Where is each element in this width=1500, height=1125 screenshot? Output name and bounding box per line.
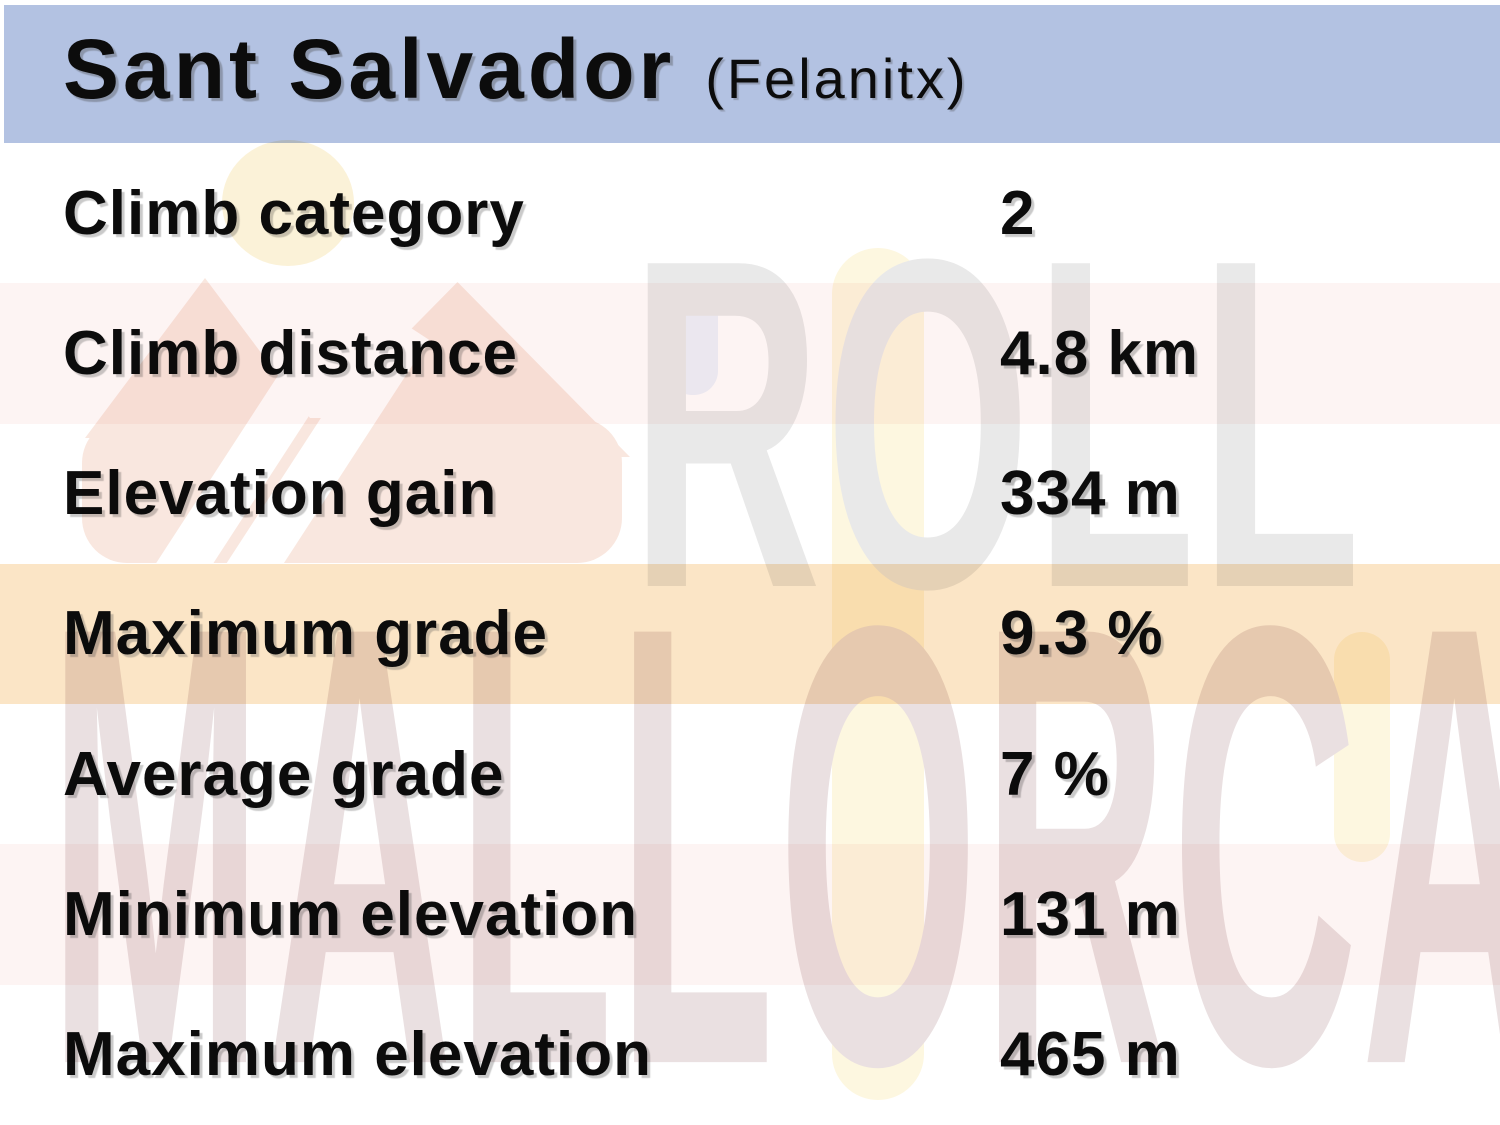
row-value: 131 m xyxy=(1000,880,1181,950)
stats-table: Climb category 2 Climb distance 4.8 km E… xyxy=(0,143,1500,1125)
table-row-highlighted: Maximum grade 9.3 % xyxy=(0,563,1500,705)
row-value: 4.8 km xyxy=(1000,318,1200,388)
row-value: 7 % xyxy=(1000,739,1110,809)
page-title: Sant Salvador xyxy=(63,21,676,116)
row-label: Average grade xyxy=(63,739,505,809)
table-row: Climb distance 4.8 km xyxy=(0,283,1500,424)
row-value: 2 xyxy=(1000,178,1036,248)
table-row: Maximum elevation 465 m xyxy=(0,985,1500,1125)
table-row: Average grade 7 % xyxy=(0,704,1500,844)
table-row: Climb category 2 xyxy=(0,143,1500,283)
table-row: Minimum elevation 131 m xyxy=(0,844,1500,985)
table-row: Elevation gain 334 m xyxy=(0,424,1500,564)
row-value: 334 m xyxy=(1000,459,1181,529)
row-label: Climb category xyxy=(63,178,525,248)
row-value: 9.3 % xyxy=(1000,599,1164,669)
header-title-group: Sant Salvador (Felanitx) xyxy=(63,21,969,128)
header: Sant Salvador (Felanitx) xyxy=(4,5,1500,143)
row-value: 465 m xyxy=(1000,1020,1181,1090)
row-label: Maximum grade xyxy=(63,599,549,669)
row-label: Elevation gain xyxy=(63,459,498,529)
page-subtitle: (Felanitx) xyxy=(705,46,969,110)
row-label: Minimum elevation xyxy=(63,880,639,950)
row-label: Climb distance xyxy=(63,318,518,388)
row-label: Maximum elevation xyxy=(63,1020,652,1090)
